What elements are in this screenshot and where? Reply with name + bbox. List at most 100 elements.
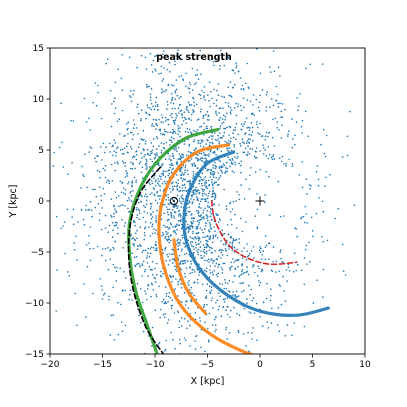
scatter-point <box>188 128 191 131</box>
scatter-point <box>257 132 259 134</box>
scatter-point <box>165 302 168 304</box>
scatter-point <box>60 227 63 230</box>
scatter-point <box>234 126 237 129</box>
scatter-point <box>113 204 115 207</box>
scatter-point <box>204 236 206 238</box>
scatter-point <box>212 189 214 192</box>
scatter-point <box>199 110 202 113</box>
scatter-point <box>286 280 288 282</box>
scatter-point <box>276 121 279 123</box>
scatter-point <box>191 241 193 243</box>
scatter-point <box>229 210 232 213</box>
scatter-point <box>231 223 233 226</box>
scatter-point <box>172 84 175 87</box>
scatter-point <box>137 112 140 115</box>
scatter-point <box>194 74 197 76</box>
scatter-point <box>185 300 188 302</box>
scatter-point <box>130 195 133 197</box>
scatter-point <box>272 154 275 156</box>
scatter-point <box>185 190 188 192</box>
scatter-point <box>208 155 210 157</box>
scatter-point <box>260 247 262 250</box>
scatter-point <box>183 242 186 245</box>
scatter-point <box>212 176 215 178</box>
scatter-point <box>221 170 223 173</box>
scatter-point <box>212 262 214 264</box>
scatter-point <box>208 205 211 208</box>
scatter-point <box>198 221 200 224</box>
scatter-point <box>113 205 115 208</box>
scatter-point <box>120 204 122 207</box>
scatter-point <box>151 232 154 235</box>
scatter-point <box>171 281 173 283</box>
scatter-point <box>150 282 153 285</box>
scatter-point <box>259 133 261 135</box>
scatter-point <box>109 151 111 153</box>
scatter-point <box>113 139 116 141</box>
scatter-point <box>136 237 138 239</box>
scatter-point <box>179 168 182 170</box>
scatter-point <box>124 205 126 207</box>
scatter-point <box>257 106 260 109</box>
scatter-point <box>162 146 165 149</box>
scatter-point <box>134 225 136 227</box>
scatter-point <box>196 238 198 240</box>
scatter-point <box>118 118 121 120</box>
scatter-point <box>253 155 256 158</box>
scatter-point <box>136 106 138 108</box>
scatter-point <box>193 251 195 254</box>
scatter-point <box>196 220 199 223</box>
scatter-point <box>132 243 134 245</box>
scatter-point <box>342 270 345 272</box>
scatter-point <box>176 239 178 242</box>
scatter-point <box>167 123 170 126</box>
scatter-point <box>228 147 231 149</box>
scatter-point <box>204 259 206 262</box>
scatter-point <box>241 291 243 293</box>
scatter-point <box>160 91 163 94</box>
scatter-point <box>227 56 230 58</box>
scatter-point <box>176 228 178 231</box>
scatter-point <box>210 246 212 249</box>
scatter-point <box>150 217 153 220</box>
scatter-point <box>237 295 240 297</box>
scatter-point <box>180 174 183 177</box>
scatter-point <box>122 289 124 291</box>
scatter-point <box>257 280 260 282</box>
scatter-point <box>291 118 293 120</box>
scatter-point <box>204 321 206 324</box>
scatter-point <box>154 199 157 202</box>
scatter-point <box>205 143 207 145</box>
scatter-point <box>301 216 303 219</box>
scatter-point <box>155 217 157 219</box>
scatter-point <box>206 215 208 217</box>
scatter-point <box>147 106 149 109</box>
spiral-arm <box>157 143 256 354</box>
scatter-point <box>254 171 257 173</box>
scatter-point <box>94 157 96 159</box>
scatter-point <box>218 141 220 143</box>
scatter-point <box>166 69 168 71</box>
scatter-point <box>203 192 205 195</box>
scatter-point <box>219 295 221 298</box>
scatter-point <box>220 150 223 153</box>
scatter-point <box>280 110 283 112</box>
scatter-point <box>157 195 159 197</box>
scatter-point <box>171 152 174 155</box>
scatter-point <box>159 316 161 319</box>
scatter-point <box>135 158 138 161</box>
scatter-point <box>278 330 281 333</box>
scatter-point <box>194 281 196 283</box>
scatter-point <box>218 142 221 145</box>
scatter-point <box>70 120 72 122</box>
scatter-point <box>123 135 125 137</box>
scatter-point <box>127 151 129 154</box>
scatter-point <box>182 200 184 202</box>
scatter-point <box>230 261 232 264</box>
scatter-point <box>158 180 160 182</box>
scatter-point <box>124 165 126 167</box>
scatter-point <box>182 120 185 122</box>
scatter-point <box>195 193 197 195</box>
scatter-point <box>229 316 231 318</box>
scatter-point <box>80 187 82 189</box>
